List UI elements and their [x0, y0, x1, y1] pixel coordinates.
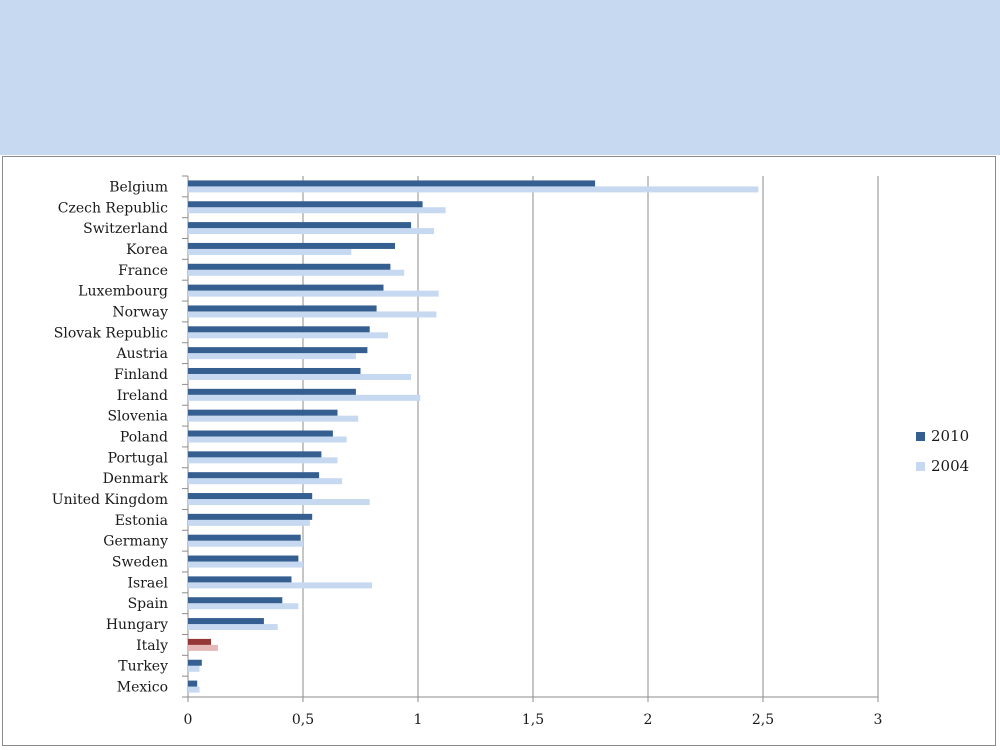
bar-2010	[188, 534, 301, 541]
bar-2010	[188, 555, 299, 562]
category-label: Denmark	[103, 471, 169, 487]
bar-2004	[188, 582, 372, 589]
category-label: Portugal	[108, 450, 169, 466]
x-tick-label: 0	[184, 712, 193, 728]
bar-2004	[188, 478, 343, 485]
category-label: Turkey	[118, 659, 168, 675]
category-label: Luxembourg	[78, 284, 168, 300]
x-tick-label: 1	[414, 712, 423, 728]
bar-2004	[188, 290, 439, 297]
bar-2004	[188, 269, 405, 276]
bar-2004	[188, 540, 303, 547]
bar-2004	[188, 415, 359, 422]
bar-2004	[188, 186, 759, 193]
x-tick-label: 3	[874, 712, 883, 728]
bar-2010	[188, 326, 370, 333]
bar-2004	[188, 519, 310, 526]
bar-2004	[188, 624, 278, 631]
category-label: Switzerland	[83, 221, 168, 237]
category-label: Poland	[120, 430, 168, 446]
bar-2004	[188, 228, 435, 235]
bar-2004	[188, 394, 421, 401]
category-label: Spain	[128, 596, 168, 612]
bar-2004	[188, 457, 338, 464]
bar-2010	[188, 367, 361, 374]
bar-2010	[188, 347, 368, 354]
category-label: France	[118, 263, 168, 279]
category-label: Mexico	[117, 680, 168, 696]
x-tick-label: 1,5	[522, 712, 544, 728]
category-label: Israel	[127, 575, 168, 591]
bar-2004	[188, 561, 303, 568]
legend-label-2010: 2010	[931, 427, 969, 445]
bar-2004	[188, 373, 412, 380]
legend-label-2004: 2004	[931, 457, 969, 475]
category-label: Korea	[126, 242, 168, 258]
bar-2010	[188, 180, 596, 187]
legend-swatch-2004	[916, 462, 925, 471]
category-label: Hungary	[106, 617, 168, 633]
bar-2004	[188, 603, 299, 610]
bar-2004	[188, 248, 352, 255]
bar-2004	[188, 686, 200, 693]
bar-2010	[188, 659, 202, 666]
bar-2004	[188, 436, 347, 443]
bar-2010	[188, 388, 356, 395]
bar-2010	[188, 576, 292, 583]
bar-2010	[188, 430, 333, 437]
bar-2010	[188, 201, 423, 208]
category-label: Slovak Republic	[54, 325, 168, 341]
category-label: Italy	[136, 638, 168, 654]
category-label: Finland	[114, 367, 168, 383]
bar-2004	[188, 311, 437, 318]
legend-swatch-2010	[916, 432, 925, 441]
category-label: Norway	[112, 304, 168, 320]
bar-2010	[188, 618, 264, 625]
chart-frame	[2, 156, 996, 746]
bar-2010	[188, 222, 412, 229]
category-label: Belgium	[109, 179, 168, 195]
category-label: Slovenia	[107, 409, 168, 425]
bar-2010	[188, 597, 283, 604]
category-label: Czech Republic	[58, 200, 168, 216]
bar-2010	[188, 493, 313, 500]
bar-2004	[188, 353, 356, 360]
bar-2010	[188, 242, 395, 249]
bar-2004	[188, 332, 389, 339]
bar-2004	[188, 665, 200, 672]
bar-2010	[188, 680, 198, 687]
x-tick-label: 0,5	[292, 712, 314, 728]
bar-2010	[188, 638, 211, 645]
bar-2010	[188, 513, 313, 520]
header-band	[0, 0, 1000, 155]
category-label: United Kingdom	[52, 492, 168, 508]
x-tick-label: 2	[644, 712, 653, 728]
bar-2010	[188, 409, 338, 416]
category-label: Germany	[103, 534, 168, 550]
category-label: Estonia	[115, 513, 168, 529]
bar-2004	[188, 207, 446, 214]
category-label: Ireland	[117, 388, 168, 404]
bar-2010	[188, 263, 391, 270]
bar-2010	[188, 472, 320, 479]
category-label: Sweden	[112, 555, 168, 571]
bar-2004	[188, 644, 218, 651]
bar-2010	[188, 451, 322, 458]
x-tick-label: 2,5	[752, 712, 774, 728]
bar-2004	[188, 499, 370, 506]
bar-2010	[188, 305, 377, 312]
category-label: Austria	[116, 346, 168, 362]
bar-2010	[188, 284, 384, 291]
